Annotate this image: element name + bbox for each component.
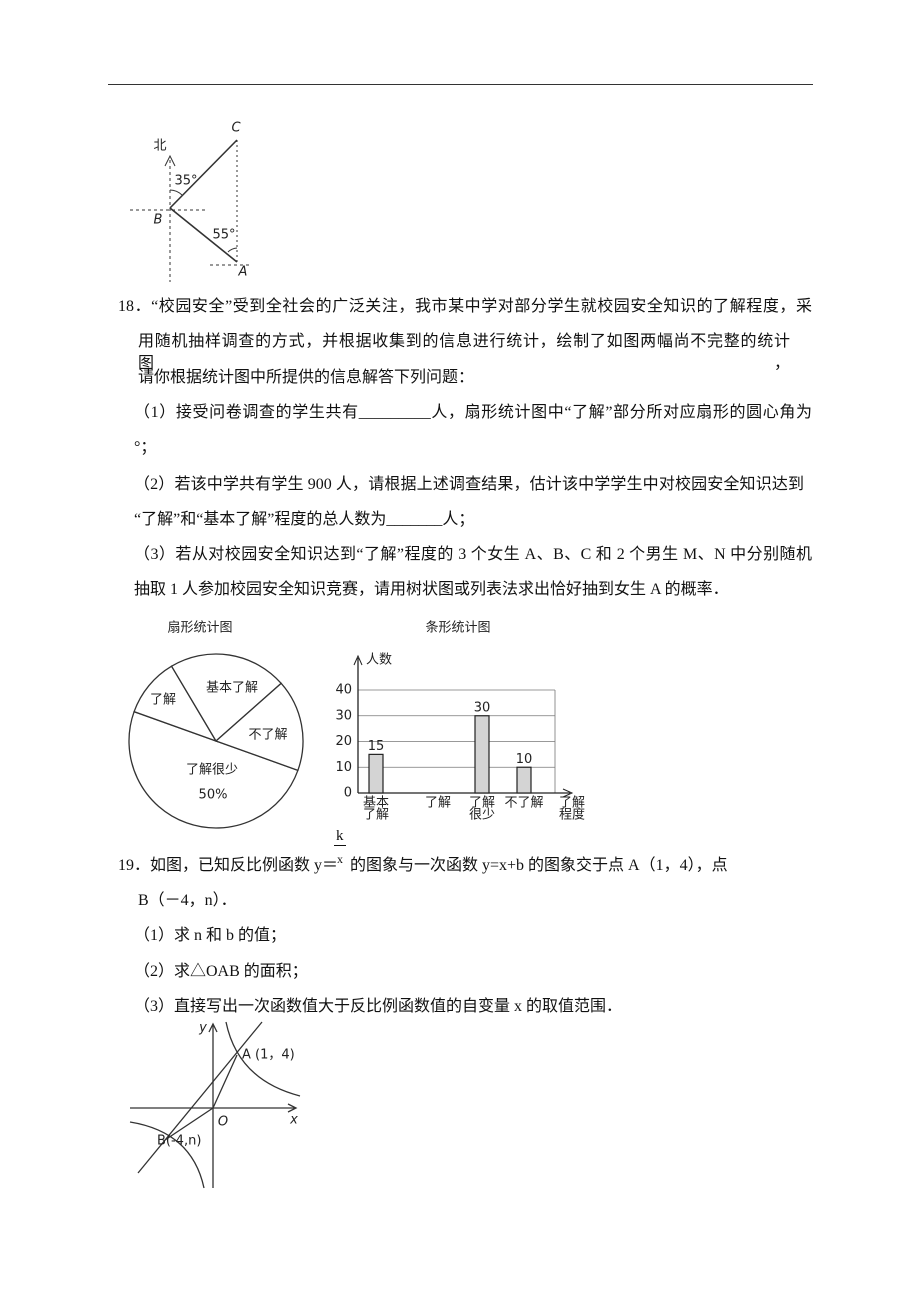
text-line: 请你根据统计图中所提供的信息解答下列问题： (138, 369, 475, 386)
text-line: 用随机抽样调查的方式，并根据收集到的信息进行统计，绘制了如图两幅尚不完整的统计图… (138, 333, 790, 372)
slice-label: 基本了解 (206, 681, 258, 696)
linear-function (137, 1021, 263, 1174)
segment-oa (212, 1054, 238, 1109)
slice-label: 了解很少 (186, 763, 238, 778)
text-line: 19．如图，已知反比例函数 y＝ (118, 857, 339, 874)
axis-label: x (289, 1113, 298, 1128)
text-line: 抽取 1 人参加校园安全知识竞赛，请用树状图或列表法求出恰好抽到女生 A 的概率… (134, 581, 729, 598)
fraction-denominator: x (337, 852, 343, 866)
text-line: （3）若从对校园安全知识达到“了解”程度的 3 个女生 A、B、C 和 2 个男… (134, 546, 812, 563)
text-line: （2）求△OAB 的面积； (134, 963, 308, 980)
label: B (154, 213, 163, 228)
text-line: 的图象与一次函数 y=x+b 的图象交于点 A（1，4），点 (350, 857, 728, 874)
pie-slice (214, 682, 304, 772)
text-line: B（－4，n）． (138, 892, 237, 909)
text-line: （2）若该中学共有学生 900 人，请根据上述调查结果，估计该中学学生中对校园安… (134, 476, 804, 493)
bar-value-label: 10 (516, 752, 533, 767)
angle-label: 35° (174, 174, 197, 189)
origin-label: O (218, 1115, 228, 1130)
segment-bc (169, 139, 238, 209)
figure-19 (129, 1021, 301, 1189)
hyperbola-branch (129, 1121, 205, 1189)
axis-arrow (562, 788, 574, 798)
y-tick-label: 10 (335, 760, 352, 775)
text-line: （3）直接写出一次函数值大于反比例函数值的自变量 x 的取值范围． (134, 998, 623, 1015)
slice-label: 不了解 (248, 728, 287, 743)
north-arrow (164, 154, 176, 167)
x-tick-label: 基本 (363, 796, 389, 811)
bar (368, 753, 384, 794)
x-axis-label: 程度 (559, 807, 585, 823)
label: 北 (153, 139, 166, 154)
segment-ba (169, 207, 238, 263)
bar (516, 766, 532, 794)
y-tick-label: 0 (344, 786, 352, 801)
text-line: （1）接受问卷调查的学生共有_________人，扇形统计图中“了解”部分所对应… (134, 404, 812, 421)
slice-label: 了解 (150, 693, 176, 708)
chart-title: 扇形统计图 (167, 620, 232, 636)
y-tick-label: 20 (335, 734, 352, 749)
chart-title: 条形统计图 (425, 620, 490, 636)
y-tick-label: 30 (335, 708, 352, 723)
slice-value-label: 50% (199, 788, 228, 803)
text-line: “了解”和“基本了解”程度的总人数为_______人； (134, 511, 475, 528)
text-line: °； (134, 439, 157, 456)
point-label: A (1，4) (242, 1048, 295, 1063)
angle-arc (169, 189, 183, 196)
bar (474, 715, 490, 794)
text-line: （1）求 n 和 b 的值； (134, 927, 287, 944)
x-tick-label: 了解 (469, 796, 495, 811)
axis-label: y (198, 1021, 207, 1036)
point-label: B(-4,n) (157, 1134, 201, 1149)
text-line: 18．“校园安全”受到全社会的广泛关注，我市某中学对部分学生就校园安全知识的了解… (118, 298, 812, 315)
figure-17 (130, 139, 250, 282)
bar-value-label: 15 (368, 739, 385, 754)
header-rule (108, 84, 813, 85)
angle-label: 55° (212, 228, 235, 243)
label: C (231, 121, 241, 136)
x-tick-label: 了解 (425, 796, 451, 811)
x-tick-label: 了解 (363, 808, 389, 823)
x-tick-label: 不了解 (504, 796, 543, 811)
axis-arrow (208, 1022, 218, 1033)
fraction-numerator: k (334, 828, 346, 846)
y-tick-label: 40 (335, 683, 352, 698)
axis-arrow (287, 1103, 298, 1113)
angle-arc (227, 247, 238, 253)
pie-slice (170, 653, 283, 743)
pie-slice (128, 710, 299, 829)
segment-ob (164, 1107, 214, 1141)
x-tick-label: 很少 (469, 808, 495, 823)
hyperbola-branch (225, 1021, 301, 1097)
axis-arrow (353, 654, 363, 666)
label: A (238, 265, 248, 280)
bar-value-label: 30 (474, 700, 491, 715)
x-axis-label: 了解 (559, 796, 585, 811)
y-axis-label: 人数 (366, 653, 392, 668)
